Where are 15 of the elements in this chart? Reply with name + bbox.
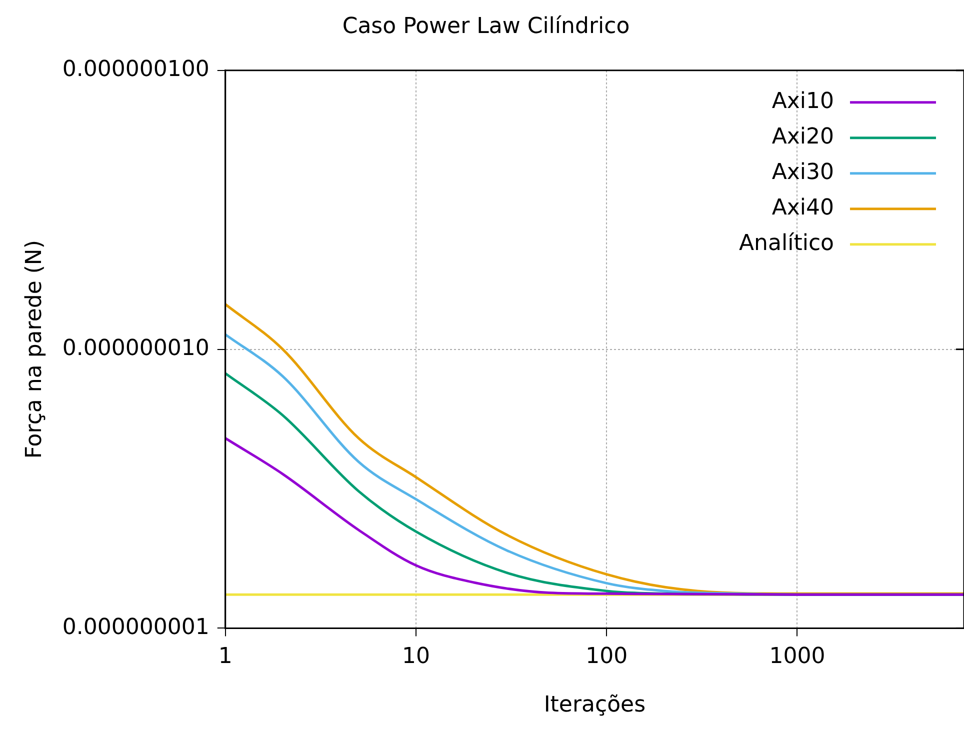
legend-label: Axi10	[772, 89, 834, 114]
x-tick-label: 1	[218, 644, 232, 670]
legend-label: Axi30	[772, 160, 834, 186]
x-tick-label: 100	[586, 644, 628, 670]
x-tick-label: 10	[402, 644, 430, 670]
chart-title: Caso Power Law Cilíndrico	[342, 14, 630, 39]
legend-label: Axi20	[772, 124, 834, 150]
x-tick-label: 1000	[769, 644, 826, 670]
y-axis-title: Força na parede (N)	[22, 240, 47, 459]
x-axis-title: Iterações	[544, 692, 646, 718]
y-tick-label: 0.000000100	[62, 57, 210, 82]
legend-label: Analítico	[739, 231, 834, 256]
y-tick-label: 0.000000001	[62, 614, 210, 640]
y-tick-label: 0.000000010	[62, 336, 210, 362]
legend-label: Axi40	[772, 196, 834, 221]
